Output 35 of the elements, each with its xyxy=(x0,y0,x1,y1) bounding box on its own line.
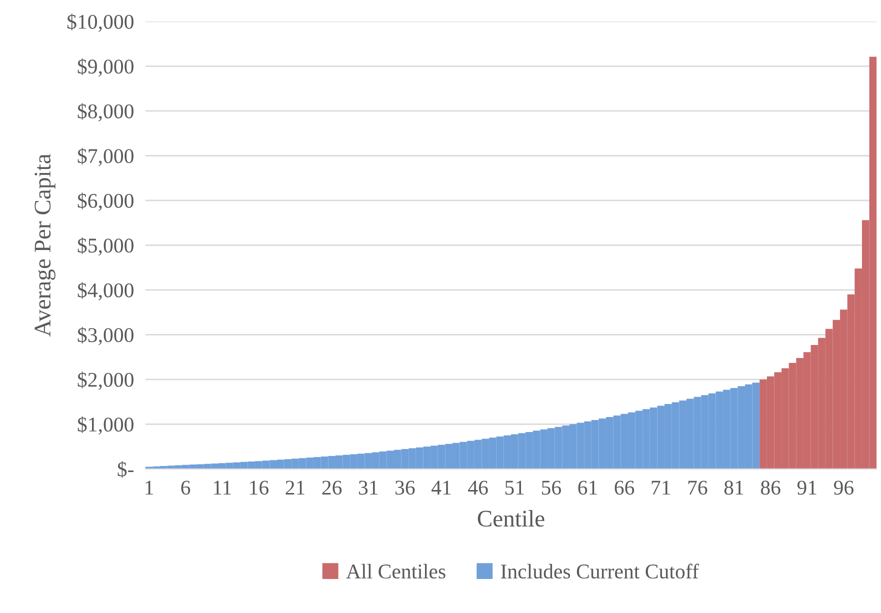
y-tick-label: $2,000 xyxy=(78,372,134,390)
x-tick-label: 11 xyxy=(214,480,231,495)
x-tick-label: 26 xyxy=(322,480,342,495)
x-tick-label: 36 xyxy=(396,480,415,495)
x-tick-label: 56 xyxy=(542,480,561,495)
x-tick-label: 1 xyxy=(146,480,153,495)
y-tick-label: $4,000 xyxy=(78,282,134,300)
x-tick-label: 66 xyxy=(614,480,634,495)
x-tick-label: 76 xyxy=(688,480,708,495)
x-tick-label: 81 xyxy=(724,480,744,495)
x-tick-label: 61 xyxy=(578,480,597,495)
x-tick-label: 71 xyxy=(652,480,670,495)
y-tick-label: $3,000 xyxy=(78,326,134,346)
x-tick-label: 51 xyxy=(505,480,524,495)
x-tick-label: 21 xyxy=(286,480,304,495)
x-tick-label: 41 xyxy=(432,480,451,495)
x-tick-label: 6 xyxy=(181,480,190,495)
x-tick-label: 86 xyxy=(760,480,780,495)
legend-label: All Centiles xyxy=(346,564,446,579)
y-axis-title: Average Per Capita xyxy=(34,154,56,337)
y-tick-label: $5,000 xyxy=(78,237,134,256)
y-tick-label: $9,000 xyxy=(78,58,134,77)
y-tick-label: $1,000 xyxy=(78,416,134,435)
y-tick-label: $6,000 xyxy=(78,192,134,211)
x-tick-label: 16 xyxy=(250,480,268,495)
y-tick-label: $7,000 xyxy=(78,148,134,166)
y-tick-label: $8,000 xyxy=(78,103,134,122)
x-tick-label: 91 xyxy=(797,480,816,495)
y-tick-label: $10,000 xyxy=(67,14,134,32)
legend-label: Includes Current Cutoff xyxy=(501,564,699,579)
x-tick-label: 31 xyxy=(358,480,378,495)
x-tick-label: 46 xyxy=(468,480,488,495)
x-tick-label: 96 xyxy=(834,480,854,495)
x-axis-title: Centile xyxy=(478,510,544,527)
y-tick-label: $- xyxy=(118,461,134,478)
